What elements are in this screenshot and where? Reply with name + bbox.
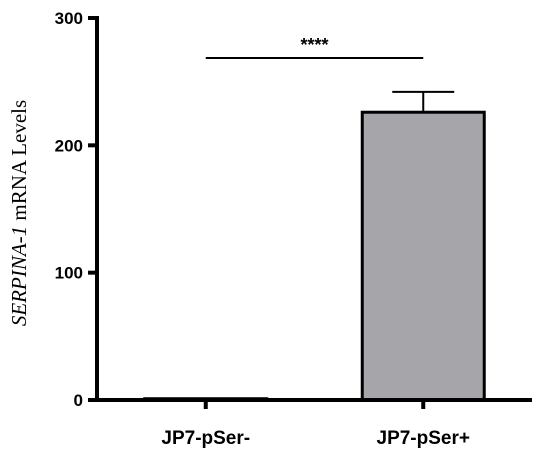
y-axis-title-rest: mRNA Levels: [7, 100, 31, 226]
x-ticks-layer: JP7-pSer- JP7-pSer+: [161, 400, 470, 449]
y-axis-title: SERPINA-1 mRNA Levels: [7, 100, 31, 326]
y-ticks-layer: 0 100 200 300: [55, 9, 97, 410]
y-tick-label: 300: [55, 9, 83, 28]
y-axis-title-gene: SERPINA-1: [7, 226, 31, 326]
error-bars-layer: [392, 90, 455, 113]
y-tick-label: 200: [55, 136, 83, 155]
x-category-label: JP7-pSer+: [377, 428, 470, 449]
significance-label: ****: [300, 35, 328, 55]
bar: [360, 110, 486, 402]
y-tick-label: 100: [55, 264, 83, 283]
bars-layer: [143, 110, 486, 402]
x-category-label: JP7-pSer-: [161, 428, 250, 449]
y-tick-label: 0: [74, 391, 83, 410]
